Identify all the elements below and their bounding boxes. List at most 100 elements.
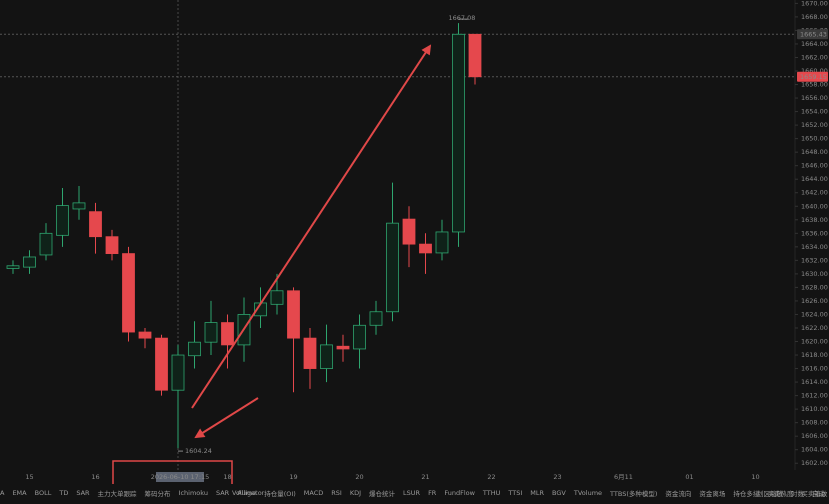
- y-tick-label: 1648.00: [801, 148, 828, 156]
- toolbar-item[interactable]: Volume: [232, 489, 257, 497]
- toolbar-item[interactable]: 买卖笔数: [801, 490, 828, 498]
- toolbar-item[interactable]: 对数: [791, 490, 804, 498]
- toolbar-item[interactable]: SAR: [215, 489, 230, 497]
- toolbar-item[interactable]: LSUR: [403, 489, 421, 497]
- y-tick-label: 1604.00: [801, 446, 828, 454]
- toolbar-item[interactable]: RSI: [331, 489, 342, 497]
- toolbar-item[interactable]: TTHU: [482, 489, 501, 497]
- toolbar-item[interactable]: EMA: [12, 489, 27, 497]
- candle-body: [419, 243, 432, 254]
- toolbar-item[interactable]: BGV: [552, 489, 566, 497]
- y-tick-label: 1636.00: [801, 229, 828, 237]
- candle-body: [188, 341, 201, 357]
- y-tick-label: 1622.00: [801, 324, 828, 332]
- y-tick-label: 1644.00: [801, 175, 828, 183]
- arrow: [191, 44, 432, 409]
- y-tick-label: 1632.00: [801, 256, 828, 264]
- candle-body: [369, 311, 383, 326]
- toolbar-item[interactable]: 买卖热度: [767, 490, 794, 498]
- toolbar-item[interactable]: 划区缩放: [757, 490, 783, 498]
- y-tick-label: 1614.00: [801, 378, 828, 386]
- y-tick-label: 1668.00: [801, 13, 828, 21]
- x-tick-label: 19: [289, 473, 297, 481]
- y-tick-label: 1602.00: [801, 459, 828, 467]
- toolbar-item[interactable]: Ichimoku: [178, 489, 208, 497]
- price-tag: [797, 71, 828, 82]
- toolbar-item[interactable]: 自动: [812, 490, 825, 498]
- candle-body: [435, 231, 449, 254]
- y-tick-label: 1646.00: [801, 162, 828, 170]
- toolbar-item[interactable]: 持仓量(OI): [264, 490, 296, 498]
- y-tick-label: 1618.00: [801, 351, 828, 359]
- y-tick-label: 1664.00: [801, 40, 828, 48]
- toolbar-item[interactable]: FR: [428, 489, 437, 497]
- price-tag: [797, 29, 828, 40]
- x-tick-label: 23: [553, 473, 561, 481]
- x-tick-label: 15: [25, 473, 33, 481]
- price-tag-label: 1659.15: [800, 73, 827, 81]
- candle-body: [122, 253, 135, 333]
- toolbar-item[interactable]: KDJ: [349, 489, 362, 497]
- toolbar-item[interactable]: TTBS(多种模型): [610, 490, 658, 498]
- indicator-bar: A EMA BOLL TD SAR 主力大单跟踪 筹码分布 Ichimoku SAR Alliga…: [0, 486, 264, 500]
- candle-body: [105, 236, 119, 254]
- candle-body: [287, 290, 300, 339]
- candle-body: [23, 256, 36, 268]
- chart-options: 划区缩放 对数 自动: [757, 486, 825, 500]
- toolbar-item[interactable]: 持仓多接: [733, 490, 760, 498]
- toolbar-item[interactable]: 主力大单跟踪: [97, 490, 137, 498]
- candle-body: [171, 354, 185, 391]
- time-label: 2026-06-10 17:15: [151, 473, 210, 481]
- x-tick-label: 21: [421, 473, 429, 481]
- candle-body: [386, 222, 399, 313]
- y-tick-label: 1634.00: [801, 243, 828, 251]
- candle-body: [468, 33, 482, 78]
- x-tick-label: 16: [91, 473, 99, 481]
- candle-body: [204, 322, 218, 343]
- candle-body: [270, 290, 284, 305]
- toolbar-item[interactable]: TTSI: [508, 489, 523, 497]
- y-tick-label: 1608.00: [801, 419, 828, 427]
- y-tick-label: 1610.00: [801, 405, 828, 413]
- y-tick-label: 1660.00: [801, 67, 828, 75]
- candle-body: [89, 211, 102, 238]
- toolbar-item[interactable]: FundFlow: [444, 489, 475, 497]
- y-tick-label: 1654.00: [801, 108, 828, 116]
- candle-body: [138, 331, 152, 339]
- y-tick-label: 1616.00: [801, 365, 828, 373]
- y-tick-label: 1628.00: [801, 283, 828, 291]
- toolbar-item[interactable]: 资金流向: [665, 490, 692, 498]
- time-tag: [156, 472, 204, 482]
- x-tick-label: 01: [685, 473, 693, 481]
- y-tick-label: 1662.00: [801, 53, 828, 61]
- toolbar-item[interactable]: Alligator: [237, 489, 265, 497]
- y-tick-label: 1670.00: [801, 0, 828, 7]
- x-tick-label: 10: [751, 473, 759, 481]
- candle-body: [402, 218, 416, 245]
- toolbar-item[interactable]: SAR: [76, 489, 90, 497]
- x-tick-label: 18: [223, 473, 231, 481]
- candle-body: [452, 33, 465, 233]
- y-tick-label: 1650.00: [801, 135, 828, 143]
- candle-body: [155, 337, 168, 391]
- price-tag-label: 1665.43: [800, 30, 827, 38]
- highlight-box: [112, 460, 233, 484]
- y-tick-label: 1642.00: [801, 189, 828, 197]
- chart: 1602.00 1604.00 1606.00 1608.00 1610.00 1612.…: [0, 0, 828, 484]
- toolbar-item[interactable]: 爆仓统计: [369, 490, 396, 498]
- toolbar-item[interactable]: TD: [59, 489, 69, 497]
- toolbar-item[interactable]: BOLL: [34, 489, 52, 497]
- toolbar-item[interactable]: 筹码分布: [144, 490, 171, 498]
- toolbar-item[interactable]: 资金离场: [699, 490, 726, 498]
- y-tick-label: 1652.00: [801, 121, 828, 129]
- toolbar-item[interactable]: TVolume: [573, 489, 603, 497]
- y-tick-label: 1626.00: [801, 297, 828, 305]
- toolbar-item[interactable]: MLR: [530, 489, 545, 497]
- low-label: 1604.24: [185, 447, 212, 455]
- toolbar-item[interactable]: MACD: [303, 489, 324, 497]
- x-tick-label: 22: [487, 473, 495, 481]
- x-tick-label: 20: [355, 473, 363, 481]
- toolbar-item[interactable]: A: [0, 489, 5, 497]
- y-tick-label: 1606.00: [801, 432, 828, 440]
